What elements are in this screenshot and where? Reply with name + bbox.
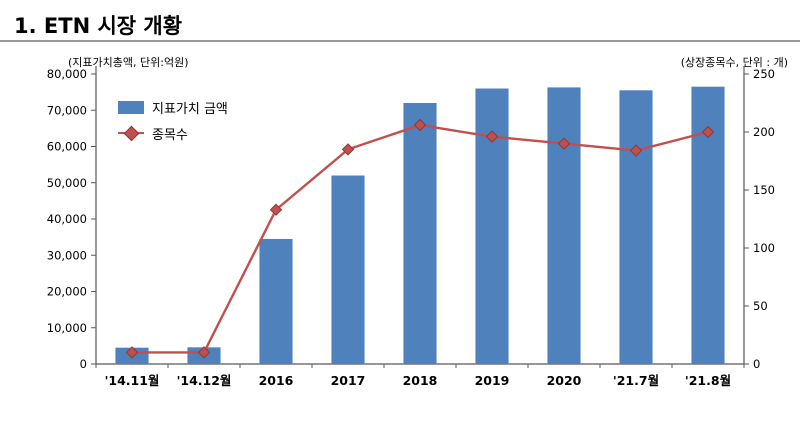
chart-legend: 지표가치 금액 종목수 <box>118 94 228 146</box>
left-axis-tick-label: 70,000 <box>47 103 87 117</box>
line-marker <box>701 125 715 139</box>
etn-market-chart: (지표가치총액, 단위:억원) (상장종목수, 단위 : 개) 0 10,000 2… <box>0 46 800 421</box>
line-marker <box>125 346 139 359</box>
left-axis-tick-label: 0 <box>80 357 87 371</box>
line-series-label: 종목수 <box>152 127 188 143</box>
left-axis-tick-label: 60,000 <box>47 140 87 154</box>
line-marker <box>485 130 499 143</box>
x-category-label: '14.11월 <box>105 373 160 388</box>
right-axis-tick-label: 250 <box>753 67 775 81</box>
legend-item-bar-series: 지표가치 금액 <box>118 94 228 120</box>
x-category-label: 2016 <box>259 373 294 388</box>
left-axis-unit-label: (지표가치총액, 단위:억원) <box>68 56 189 69</box>
page-title: 1. ETN 시장 개황 <box>14 14 183 38</box>
x-category-label: 2018 <box>403 373 438 388</box>
diamond-marker-icon <box>123 125 140 142</box>
bar <box>619 90 653 364</box>
bar-series-swatch <box>118 100 144 114</box>
line-marker <box>269 203 283 216</box>
x-category-label: '21.7월 <box>613 373 659 388</box>
right-axis-tick-label: 200 <box>753 125 775 139</box>
left-axis-tick-label: 20,000 <box>47 285 87 299</box>
line-series-swatch <box>118 125 144 142</box>
right-axis-tick-label: 50 <box>753 299 768 313</box>
line-marker <box>341 143 355 156</box>
x-category-label: '21.8월 <box>685 373 731 388</box>
title-divider <box>0 40 800 42</box>
bar <box>403 103 437 364</box>
left-axis-tick-label: 10,000 <box>47 321 87 335</box>
bar-series-label: 지표가치 금액 <box>152 101 228 117</box>
right-axis-unit-label: (상장종목수, 단위 : 개) <box>680 56 788 69</box>
x-category-label: 2017 <box>331 373 366 388</box>
bar <box>547 87 581 364</box>
bar <box>331 175 365 364</box>
right-axis-tick-label: 150 <box>753 183 775 197</box>
line-marker <box>629 144 643 157</box>
left-axis-tick-label: 30,000 <box>47 248 87 262</box>
line-marker <box>413 118 427 132</box>
bar <box>475 88 509 364</box>
left-axis-tick-label: 50,000 <box>47 176 87 190</box>
line-marker <box>557 137 571 150</box>
x-category-label: '14.12월 <box>177 373 232 388</box>
legend-item-line-series: 종목수 <box>118 120 228 146</box>
right-axis-tick-label: 100 <box>753 241 775 255</box>
line-marker <box>197 346 211 359</box>
right-axis-tick-label: 0 <box>753 357 760 371</box>
left-axis-tick-label: 80,000 <box>47 67 87 81</box>
left-axis-tick-label: 40,000 <box>47 212 87 226</box>
x-category-label: 2020 <box>547 373 582 388</box>
x-category-label: 2019 <box>475 373 510 388</box>
bar <box>259 238 293 364</box>
combo-chart-canvas: 0 10,000 20,000 30,000 40,000 50,000 60,000 70,… <box>47 66 775 388</box>
